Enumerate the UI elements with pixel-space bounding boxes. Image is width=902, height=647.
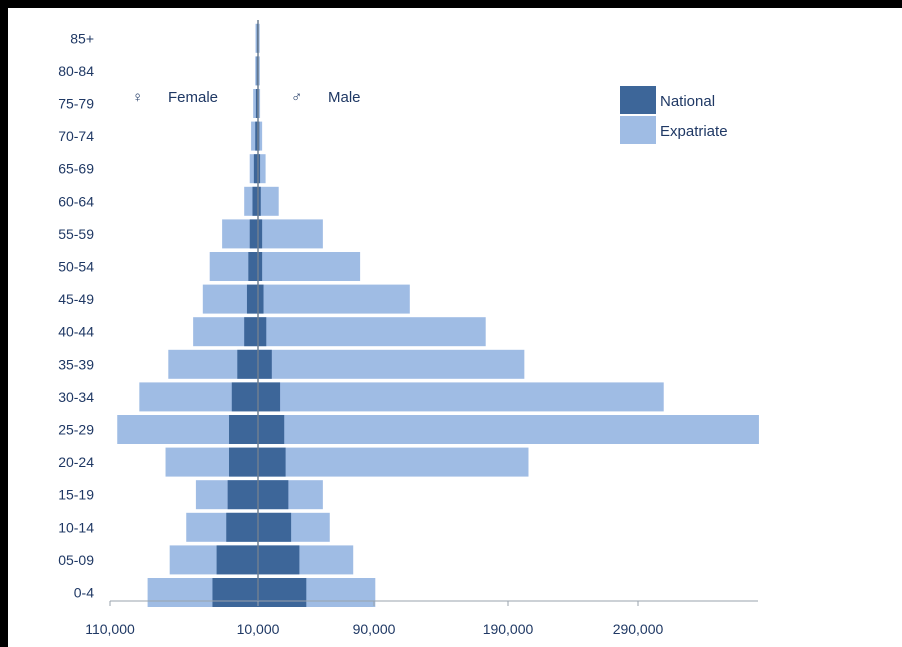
bar-national-female bbox=[231, 382, 258, 412]
chart-frame: 0-4 05-09 10-14 15-19 20-24 25-29 30-34 35-39 40… bbox=[8, 8, 902, 647]
legend-label: National bbox=[660, 93, 715, 110]
bar-national-male bbox=[258, 578, 307, 607]
bar-expatriate-male bbox=[258, 415, 759, 444]
category-label: 0-4 bbox=[74, 585, 94, 601]
legend: National Expatriate bbox=[620, 86, 728, 144]
bar-expatriate-male bbox=[258, 317, 486, 347]
bar-national-female bbox=[246, 284, 258, 314]
x-tick-label: 290,000 bbox=[613, 621, 664, 637]
category-label: 05-09 bbox=[58, 552, 94, 568]
bar-national-male bbox=[258, 252, 263, 281]
male-symbol: ♂ bbox=[291, 89, 302, 106]
bar-national-female bbox=[249, 219, 258, 249]
bar-national-female bbox=[237, 349, 258, 379]
population-pyramid-chart: 0-4 05-09 10-14 15-19 20-24 25-29 30-34 35-39 40… bbox=[58, 20, 759, 637]
gender-labels: ♀ Female ♂ Male bbox=[132, 89, 361, 106]
category-label: 20-24 bbox=[58, 454, 94, 470]
category-label: 10-14 bbox=[58, 519, 94, 535]
legend-swatch bbox=[620, 86, 656, 114]
category-label: 25-29 bbox=[58, 422, 94, 438]
male-label: Male bbox=[328, 89, 361, 106]
bar-expatriate-female bbox=[255, 23, 258, 53]
bar-national-male bbox=[258, 284, 264, 314]
bar-expatriate-male bbox=[258, 252, 361, 281]
bar-expatriate-male bbox=[258, 349, 525, 379]
bar-national-male bbox=[258, 317, 267, 347]
bar-national-female bbox=[229, 415, 258, 444]
category-label: 15-19 bbox=[58, 487, 94, 503]
bar-expatriate-male bbox=[258, 154, 266, 184]
bar-national-female bbox=[248, 252, 258, 281]
bar-national-male bbox=[258, 447, 286, 477]
bar-national-male bbox=[258, 349, 272, 379]
bar-national-male bbox=[258, 415, 285, 444]
bar-expatriate-male bbox=[258, 284, 410, 314]
category-label: 45-49 bbox=[58, 291, 94, 307]
bar-national-female bbox=[255, 89, 258, 118]
bar-expatriate-male bbox=[258, 186, 279, 216]
bar-national-female bbox=[229, 447, 258, 477]
bar-national-female bbox=[216, 545, 258, 575]
category-label: 30-34 bbox=[58, 389, 94, 405]
bar-national-female bbox=[212, 578, 258, 607]
bar-national-male bbox=[258, 480, 289, 510]
female-label: Female bbox=[168, 89, 218, 106]
category-label: 50-54 bbox=[58, 259, 94, 275]
category-label: 75-79 bbox=[58, 96, 94, 112]
bar-national-male bbox=[258, 512, 292, 542]
bar-national-male bbox=[258, 382, 281, 412]
bar-national-female bbox=[252, 186, 258, 216]
legend-swatch bbox=[620, 116, 656, 144]
bar-national-female bbox=[255, 121, 258, 151]
category-label: 55-59 bbox=[58, 226, 94, 242]
bar-national-female bbox=[244, 317, 258, 347]
category-label: 60-64 bbox=[58, 193, 94, 209]
bar-expatriate-male bbox=[258, 121, 263, 151]
category-label: 40-44 bbox=[58, 324, 94, 340]
category-label: 70-74 bbox=[58, 128, 94, 144]
category-label: 85+ bbox=[70, 30, 94, 46]
bar-expatriate-female bbox=[251, 121, 258, 151]
x-tick-label: 190,000 bbox=[483, 621, 534, 637]
bar-national-male bbox=[258, 186, 261, 216]
bar-national-female bbox=[226, 512, 258, 542]
bar-expatriate-male bbox=[258, 56, 260, 86]
bar-national-male bbox=[258, 219, 263, 249]
bar-expatriate-male bbox=[258, 382, 664, 412]
category-label: 65-69 bbox=[58, 161, 94, 177]
category-label: 35-39 bbox=[58, 356, 94, 372]
x-tick-label: 90,000 bbox=[353, 621, 396, 637]
bar-national-female bbox=[253, 154, 258, 184]
bar-national-male bbox=[258, 154, 261, 184]
bar-expatriate-male bbox=[258, 23, 260, 53]
x-tick-label: 10,000 bbox=[237, 621, 280, 637]
bar-national-male bbox=[258, 545, 300, 575]
bar-national-female bbox=[227, 480, 258, 510]
x-tick-label: 110,000 bbox=[85, 621, 135, 637]
bar-expatriate-male bbox=[258, 447, 529, 477]
category-label: 80-84 bbox=[58, 63, 94, 79]
legend-label: Expatriate bbox=[660, 123, 728, 140]
bar-expatriate-male bbox=[258, 219, 323, 249]
bar-expatriate-female bbox=[253, 89, 258, 118]
female-symbol: ♀ bbox=[132, 89, 143, 106]
bar-expatriate-male bbox=[258, 89, 261, 118]
